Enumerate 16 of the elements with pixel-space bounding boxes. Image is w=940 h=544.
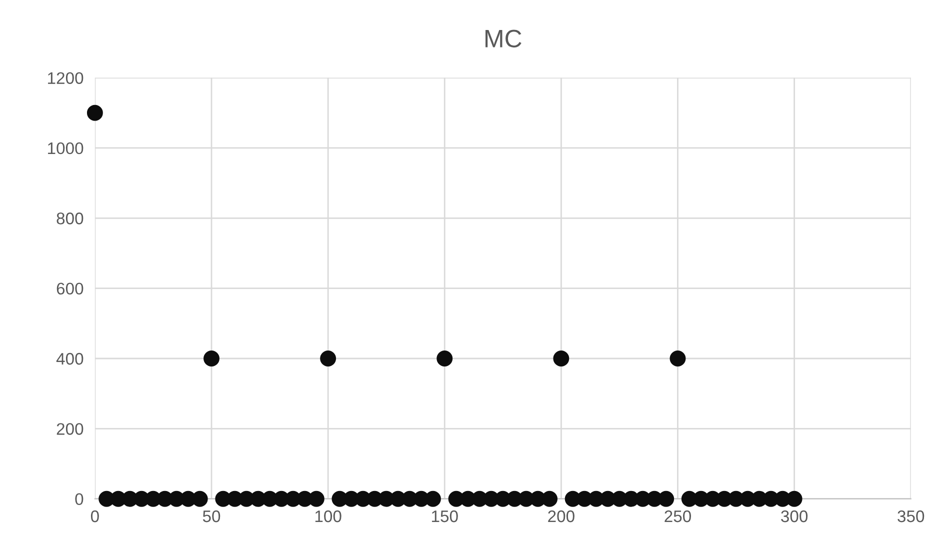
y-tick-label: 600 (56, 282, 84, 295)
x-tick-label: 200 (548, 510, 574, 522)
x-tick-label: 250 (664, 510, 691, 522)
x-tick-label: 50 (202, 510, 220, 522)
y-tick-label: 0 (75, 493, 84, 506)
y-tick-label: 1200 (48, 72, 84, 84)
y-tick-label: 800 (56, 212, 84, 224)
y-tick-label: 400 (56, 352, 84, 365)
x-tick-label: 150 (432, 510, 458, 522)
x-tick-label: 350 (898, 510, 924, 522)
x-tick-label: 300 (781, 510, 808, 522)
x-tick-label: 0 (90, 510, 99, 522)
chart-title: MC (486, 30, 522, 48)
x-tick-label: 100 (315, 510, 342, 522)
y-tick-label: 1000 (48, 142, 84, 154)
y-tick-label: 200 (56, 423, 84, 435)
